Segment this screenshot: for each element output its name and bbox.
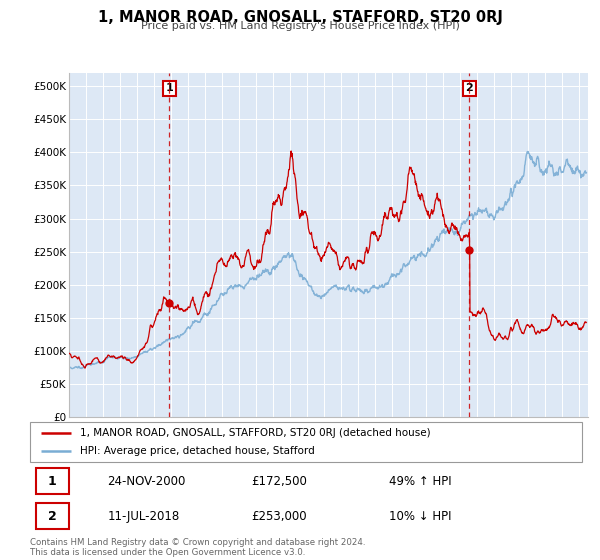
Text: 1: 1 <box>166 83 173 94</box>
FancyBboxPatch shape <box>35 468 68 494</box>
Text: Price paid vs. HM Land Registry's House Price Index (HPI): Price paid vs. HM Land Registry's House … <box>140 21 460 31</box>
Text: HPI: Average price, detached house, Stafford: HPI: Average price, detached house, Staf… <box>80 446 314 456</box>
Text: 49% ↑ HPI: 49% ↑ HPI <box>389 475 451 488</box>
FancyBboxPatch shape <box>35 503 68 529</box>
Text: Contains HM Land Registry data © Crown copyright and database right 2024.
This d: Contains HM Land Registry data © Crown c… <box>30 538 365 557</box>
Text: 1, MANOR ROAD, GNOSALL, STAFFORD, ST20 0RJ (detached house): 1, MANOR ROAD, GNOSALL, STAFFORD, ST20 0… <box>80 428 430 437</box>
Text: £253,000: £253,000 <box>251 510 307 522</box>
Text: £172,500: £172,500 <box>251 475 307 488</box>
Text: 2: 2 <box>466 83 473 94</box>
Text: 24-NOV-2000: 24-NOV-2000 <box>107 475 185 488</box>
Text: 10% ↓ HPI: 10% ↓ HPI <box>389 510 451 522</box>
Text: 1, MANOR ROAD, GNOSALL, STAFFORD, ST20 0RJ: 1, MANOR ROAD, GNOSALL, STAFFORD, ST20 0… <box>98 10 502 25</box>
Text: 11-JUL-2018: 11-JUL-2018 <box>107 510 179 522</box>
Text: 1: 1 <box>48 475 56 488</box>
Text: 2: 2 <box>48 510 56 522</box>
